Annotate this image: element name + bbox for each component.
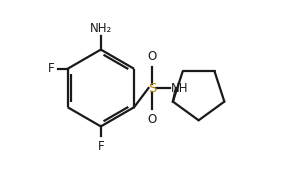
Text: F: F [98, 140, 104, 153]
Text: NH₂: NH₂ [90, 22, 112, 35]
Text: O: O [148, 50, 157, 63]
Text: NH: NH [171, 81, 188, 95]
Text: S: S [148, 81, 157, 95]
Text: F: F [47, 62, 54, 75]
Text: O: O [148, 113, 157, 126]
